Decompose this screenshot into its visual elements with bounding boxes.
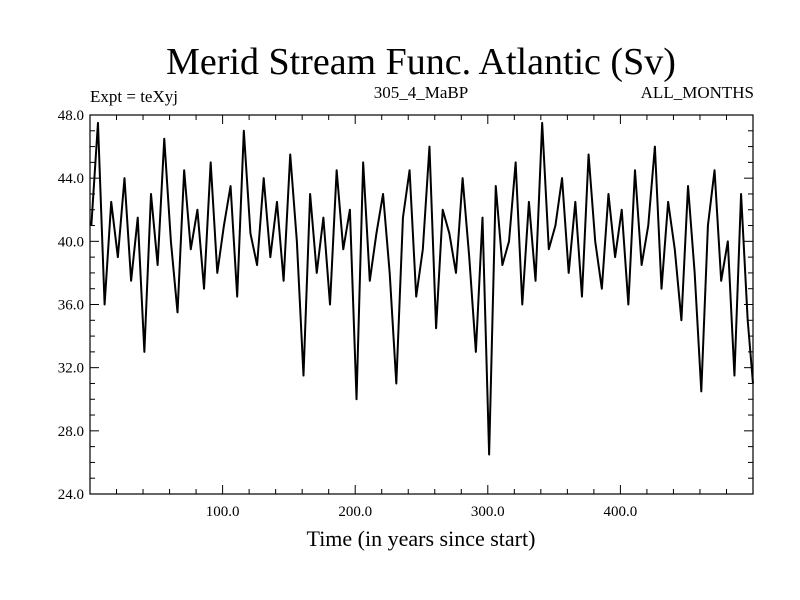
y-tick-label: 40.0 <box>58 234 84 250</box>
y-tick-label: 32.0 <box>58 361 84 377</box>
y-tick-label: 44.0 <box>58 171 84 187</box>
y-tick-label: 28.0 <box>58 424 84 440</box>
axis-tick-labels: 100.0 200.0 300.0 400.0 24.0 28.0 32.0 36.0 40.0… <box>58 108 638 520</box>
x-tick-label: 100.0 <box>206 504 240 520</box>
y-tick-label: 24.0 <box>58 487 84 503</box>
x-tick-label: 200.0 <box>338 504 372 520</box>
x-axis-label: Time (in years since start) <box>307 526 536 551</box>
y-tick-label: 48.0 <box>58 108 84 124</box>
x-tick-label: 300.0 <box>471 504 505 520</box>
axis-ticks <box>90 115 753 494</box>
subtitle-center: 305_4_MaBP <box>374 83 468 102</box>
subtitle-left: Expt = teXyj <box>90 87 178 106</box>
series-line <box>90 121 754 456</box>
subtitle-right: ALL_MONTHS <box>641 83 754 102</box>
x-tick-label: 400.0 <box>604 504 638 520</box>
y-tick-label: 36.0 <box>58 298 84 314</box>
chart-title: Merid Stream Func. Atlantic (Sv) <box>166 41 676 83</box>
